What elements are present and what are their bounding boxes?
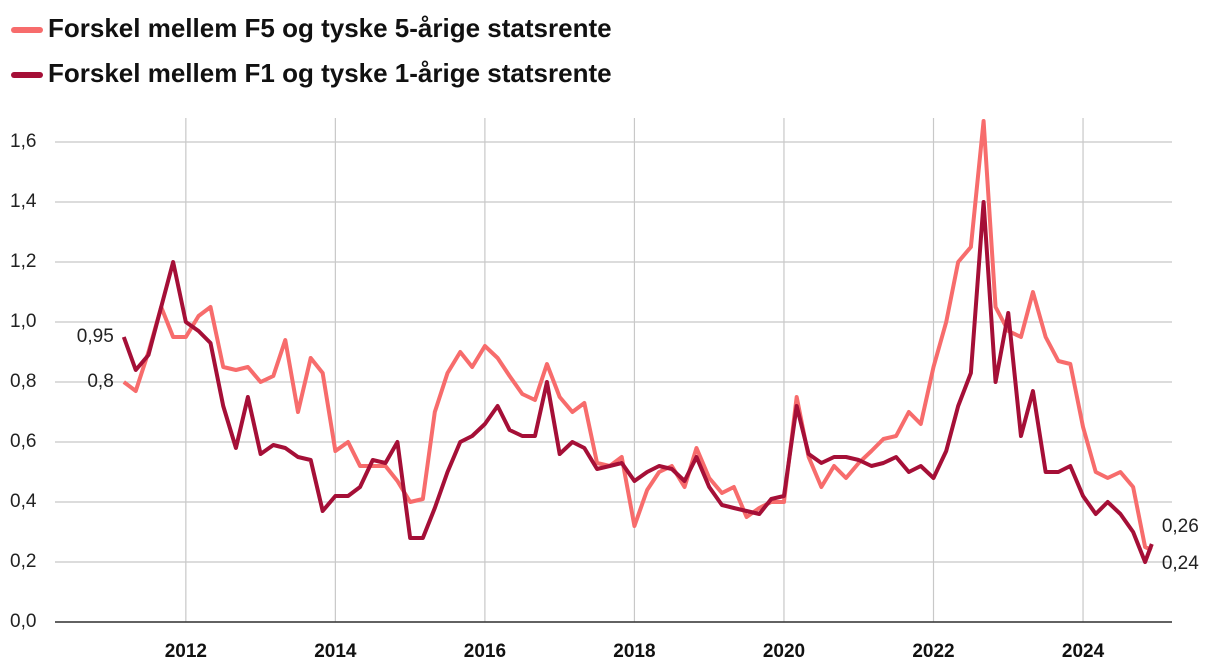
y-tick-label: 1,2 [10, 251, 36, 272]
y-tick-label: 1,0 [10, 311, 36, 332]
series-line [121, 200, 1154, 564]
y-tick-label: 0,0 [10, 611, 36, 632]
x-tick-label: 2018 [613, 641, 655, 662]
value-label: 0,8 [87, 371, 113, 392]
x-tick-label: 2022 [912, 641, 954, 662]
y-tick-label: 0,8 [10, 371, 36, 392]
legend-label: Forskel mellem F1 og tyske 1-årige stats… [48, 58, 612, 88]
y-tick-label: 0,6 [10, 431, 36, 452]
value-label: 0,26 [1162, 516, 1199, 537]
value-label: 0,24 [1162, 553, 1199, 574]
x-tick-label: 2014 [314, 641, 357, 662]
legend-label: Forskel mellem F5 og tyske 5-årige stats… [48, 13, 612, 43]
y-tick-label: 1,4 [10, 191, 37, 212]
series-line [122, 119, 1153, 552]
y-tick-label: 0,4 [10, 491, 37, 512]
y-tick-label: 1,6 [10, 131, 36, 152]
x-tick-label: 2016 [464, 641, 506, 662]
x-tick-label: 2024 [1062, 641, 1105, 662]
x-tick-label: 2020 [763, 641, 805, 662]
x-tick-label: 2012 [165, 641, 207, 662]
value-label: 0,95 [77, 326, 114, 347]
y-tick-label: 0,2 [10, 551, 36, 572]
